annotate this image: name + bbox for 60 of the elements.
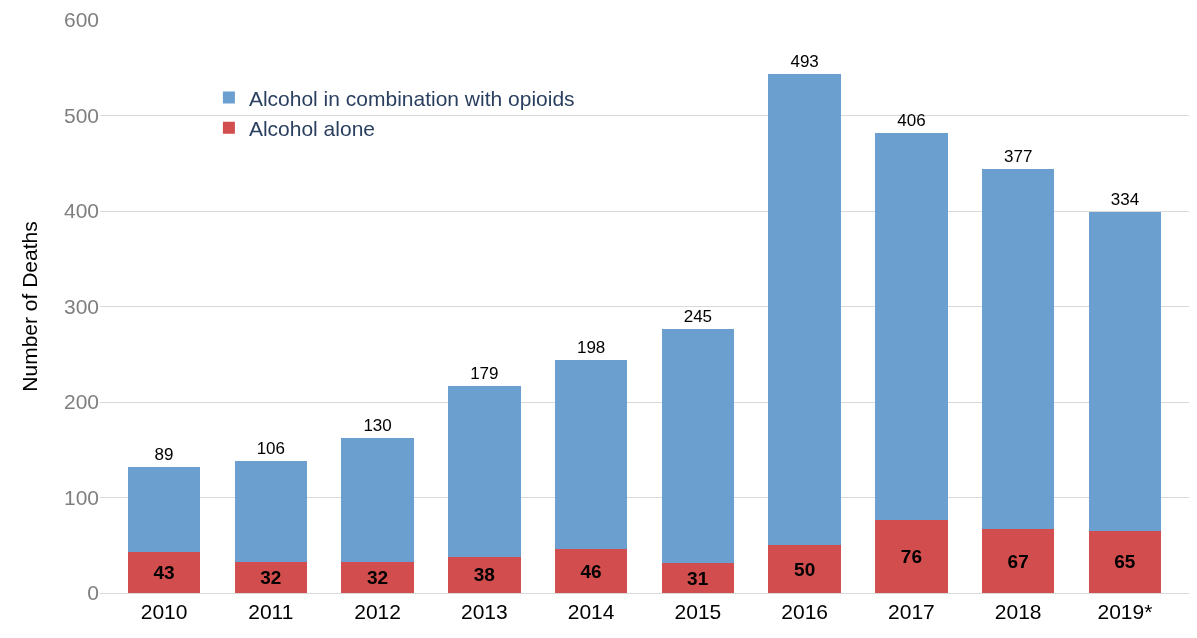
legend-label: Alcohol alone (248, 116, 375, 140)
bar (341, 438, 414, 563)
y-tick-label: 0 (87, 581, 99, 605)
data-label: 46 (580, 560, 602, 582)
x-tick-label: 2013 (460, 600, 508, 624)
y-tick-label: 200 (63, 390, 99, 414)
data-label: 38 (473, 564, 495, 586)
bar (448, 556, 521, 593)
y-tick-label: 300 (63, 294, 99, 318)
data-label: 377 (1003, 146, 1033, 166)
bar (661, 563, 735, 593)
x-tick-label: 2010 (140, 600, 188, 624)
data-label: 106 (256, 439, 286, 459)
y-tick-label: 100 (63, 485, 99, 509)
data-label: 43 (153, 561, 175, 583)
bar (127, 551, 201, 593)
bar (875, 132, 948, 521)
bar (127, 466, 201, 552)
data-label: 493 (790, 52, 819, 72)
y-tick-label: 600 (63, 8, 99, 32)
bar (768, 74, 841, 546)
x-tick-label: 2011 (248, 600, 294, 624)
bar (1088, 211, 1162, 531)
legend-label: Alcohol in combination with opioids (248, 86, 575, 110)
data-label: 65 (1114, 551, 1136, 573)
x-tick-label: 2016 (781, 600, 829, 624)
data-label: 50 (794, 558, 816, 580)
bar (768, 545, 841, 593)
y-tick-label: 500 (63, 103, 99, 127)
data-label: 198 (576, 337, 606, 357)
x-tick-label: 2018 (994, 600, 1042, 624)
bar (554, 549, 628, 593)
data-label: 406 (897, 110, 926, 130)
x-tick-label: 2012 (354, 600, 401, 624)
x-tick-label: 2017 (888, 600, 935, 624)
x-tick-label: 2014 (567, 600, 615, 624)
data-label: 67 (1007, 550, 1029, 572)
bar (341, 562, 414, 593)
bar (554, 359, 628, 550)
bar (981, 168, 1055, 530)
x-tick-label: 2015 (674, 600, 722, 624)
data-label: 32 (367, 567, 389, 589)
bar (234, 562, 308, 593)
x-tick-label: 2019* (1097, 600, 1153, 624)
bar (1088, 530, 1162, 593)
bar (981, 529, 1055, 593)
bar (448, 385, 521, 557)
data-label: 89 (154, 444, 174, 464)
data-label: 179 (470, 363, 499, 383)
data-label: 32 (260, 567, 282, 589)
data-label: 130 (363, 416, 392, 436)
data-label: 245 (683, 307, 713, 327)
y-axis-title: Number of Deaths (18, 221, 42, 392)
bar (875, 520, 948, 593)
bar (234, 461, 308, 563)
bar (661, 329, 735, 564)
data-label: 334 (1110, 189, 1140, 209)
data-label: 76 (900, 546, 922, 568)
data-label: 31 (687, 567, 709, 589)
y-tick-label: 400 (63, 199, 99, 223)
